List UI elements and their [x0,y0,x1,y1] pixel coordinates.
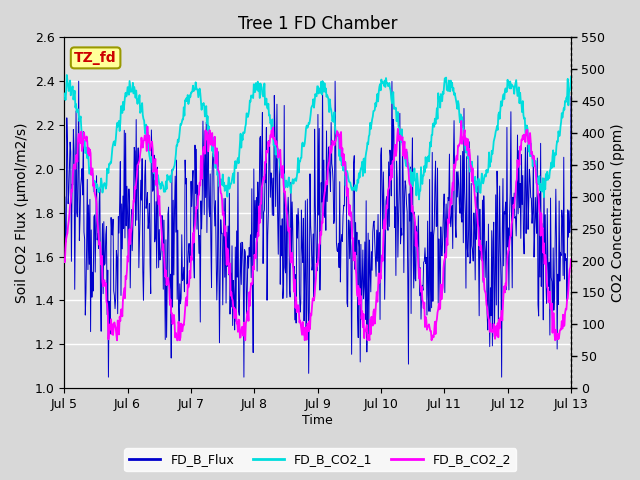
Legend: FD_B_Flux, FD_B_CO2_1, FD_B_CO2_2: FD_B_Flux, FD_B_CO2_1, FD_B_CO2_2 [124,448,516,471]
X-axis label: Time: Time [302,414,333,427]
Y-axis label: Soil CO2 Flux (μmol/m2/s): Soil CO2 Flux (μmol/m2/s) [15,122,29,303]
Title: Tree 1 FD Chamber: Tree 1 FD Chamber [238,15,397,33]
Text: TZ_fd: TZ_fd [74,51,117,65]
Y-axis label: CO2 Concentration (ppm): CO2 Concentration (ppm) [611,123,625,302]
